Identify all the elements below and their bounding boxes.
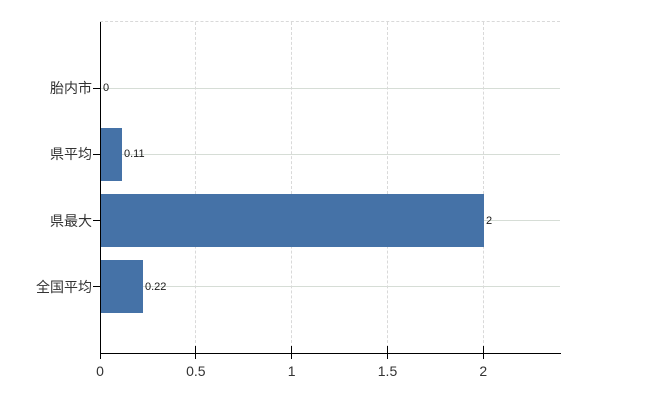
x-axis-tick — [387, 346, 388, 359]
x-axis-tick-label: 0 — [96, 363, 104, 379]
y-axis-line — [100, 22, 101, 354]
value-label: 0.22 — [145, 280, 167, 293]
x-axis-tick-label: 0.5 — [186, 363, 206, 379]
value-label: 0 — [103, 82, 110, 95]
bar — [101, 194, 484, 248]
y-axis-tick — [93, 286, 100, 288]
x-axis-tick — [195, 346, 197, 359]
value-label: 0.11 — [124, 148, 145, 161]
gridline-vertical — [195, 22, 197, 353]
plot-top-border — [100, 21, 560, 22]
x-axis-tick — [99, 346, 101, 359]
gridline-vertical — [387, 22, 388, 353]
x-axis-tick-label: 1 — [287, 363, 296, 379]
gridline-vertical — [482, 22, 484, 353]
x-axis-line — [100, 353, 561, 354]
y-axis-tick — [93, 153, 100, 155]
gridline-vertical — [291, 22, 293, 353]
y-axis-tick — [93, 220, 100, 222]
gridline-horizontal — [100, 87, 560, 89]
value-label: 2 — [486, 214, 493, 227]
category-label: 胎内市 — [50, 80, 92, 97]
x-axis-tick-label: 1.5 — [377, 363, 398, 379]
gridline-horizontal — [100, 153, 560, 155]
category-label: 県平均 — [50, 146, 92, 163]
gridline-horizontal — [100, 286, 560, 288]
x-axis-tick — [291, 346, 293, 359]
y-axis-tick — [93, 87, 100, 89]
x-axis-tick-label: 2 — [479, 363, 488, 379]
bar — [101, 260, 143, 314]
category-label: 県最大 — [50, 212, 92, 229]
bar — [101, 127, 122, 181]
x-axis-tick — [482, 346, 484, 359]
category-label: 全国平均 — [36, 278, 92, 295]
